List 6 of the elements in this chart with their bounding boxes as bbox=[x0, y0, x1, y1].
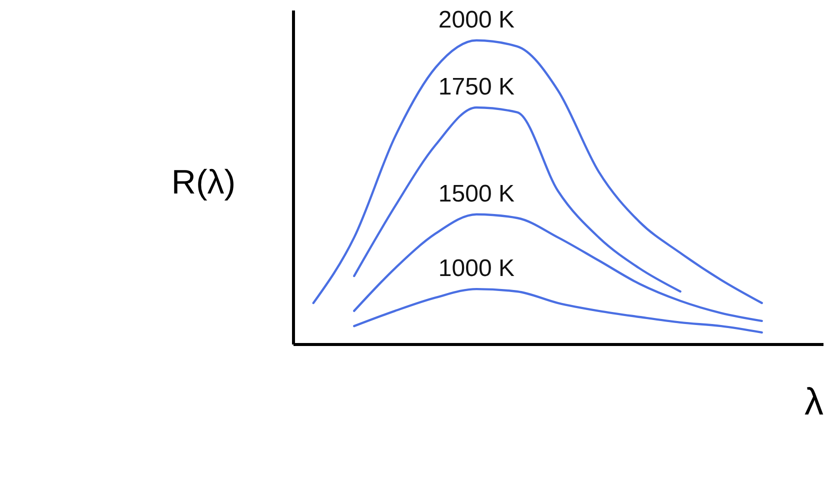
series-label: 1500 K bbox=[438, 180, 514, 208]
y-axis-title: R(λ) bbox=[171, 164, 236, 202]
series-label: 2000 K bbox=[438, 6, 514, 34]
series-label: 1750 K bbox=[438, 73, 514, 100]
x-axis-title: λ bbox=[804, 382, 824, 424]
series-label: 1000 K bbox=[438, 255, 514, 282]
